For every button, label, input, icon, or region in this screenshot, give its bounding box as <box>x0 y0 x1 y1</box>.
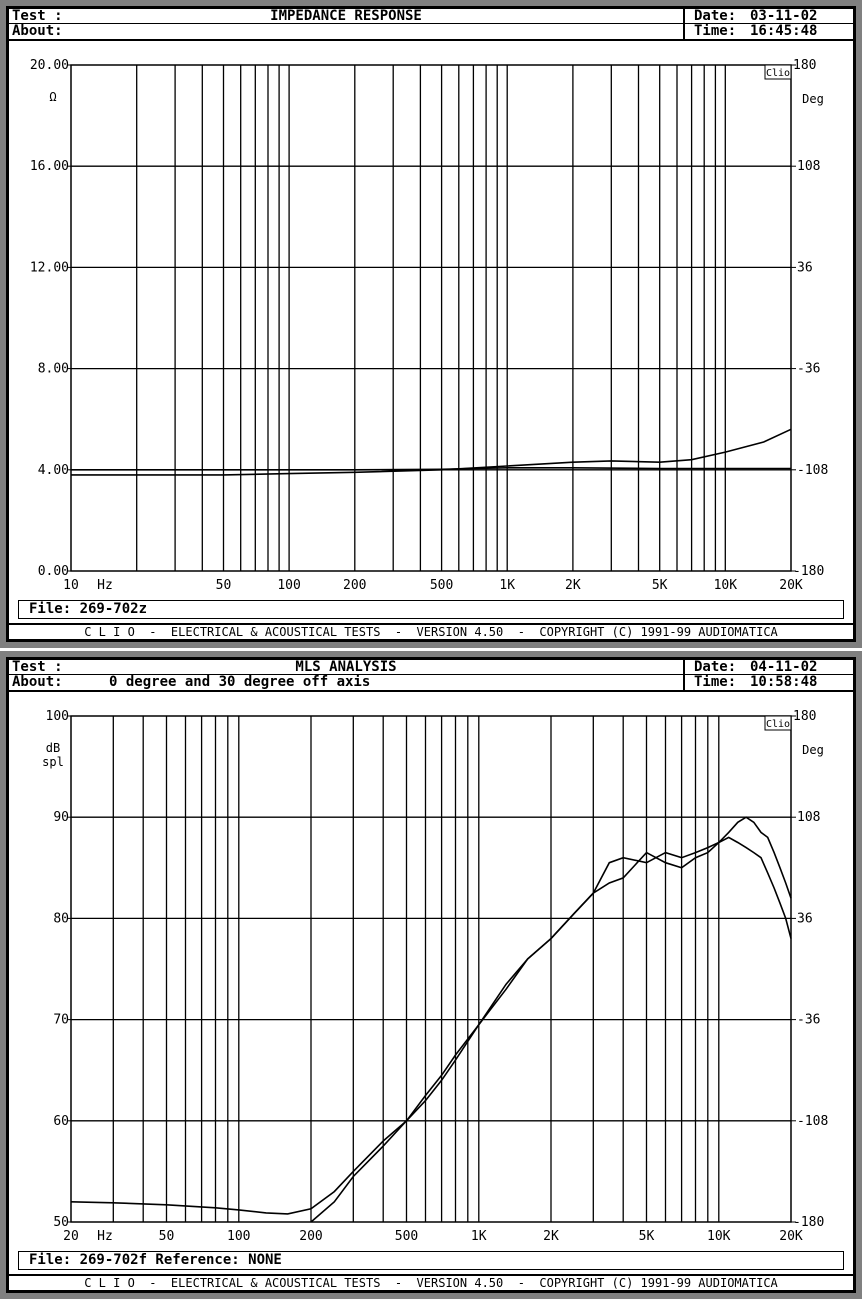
y-axis-label: dB <box>46 741 60 755</box>
x-tick-label: 2K <box>565 578 581 593</box>
y-tick-label: 80 <box>53 911 69 926</box>
mls-frame: Test : MLS ANALYSIS About: 0 degree and … <box>6 657 856 1293</box>
x-tick-label: 500 <box>430 578 453 593</box>
x-tick-label: 5K <box>652 578 668 593</box>
x-unit-label: Hz <box>97 1229 113 1244</box>
brand-label: Clio <box>766 719 790 730</box>
x-tick-label: 20K <box>779 578 803 593</box>
impedance-panel: Test : IMPEDANCE RESPONSE About: Date: 0… <box>0 0 862 648</box>
x-tick-label: 50 <box>216 578 232 593</box>
x-tick-label: 10K <box>714 578 738 593</box>
y-tick-label: 90 <box>53 810 69 825</box>
mls-panel: Test : MLS ANALYSIS About: 0 degree and … <box>0 651 862 1299</box>
about-label: About: <box>12 674 63 690</box>
y2-tick-label: 108 <box>797 159 820 174</box>
brand-box <box>764 715 792 731</box>
y2-tick-label: 108 <box>797 810 820 825</box>
date-value: 04-11-02 <box>750 659 818 675</box>
series-line-1 <box>70 816 792 1215</box>
y-tick-label: 70 <box>53 1013 69 1028</box>
file-name: File: 269-702z <box>18 600 844 619</box>
y-axis-label-2: spl <box>42 755 64 769</box>
y2-tick-label: 36 <box>797 911 813 926</box>
y2-tick-label: 180 <box>793 58 816 73</box>
plot-border <box>70 64 792 572</box>
test-title: IMPEDANCE RESPONSE <box>270 8 422 24</box>
y2-tick-label: -180 <box>793 1215 824 1230</box>
date-value: 03-11-02 <box>750 8 818 24</box>
y-tick-label: 60 <box>53 1114 69 1129</box>
y-axis-label: Ω <box>49 90 56 104</box>
series-line-2 <box>71 467 791 471</box>
file-name: File: 269-702f Reference: NONE <box>18 1251 844 1270</box>
about-text: 0 degree and 30 degree off axis <box>109 674 371 690</box>
test-label: Test : <box>12 659 63 675</box>
y-tick-label: 100 <box>46 709 69 724</box>
date-label: Date: <box>694 8 737 24</box>
y-tick-label: 4.00 <box>38 463 69 478</box>
brand-box <box>764 64 792 80</box>
y2-tick-label: -180 <box>793 564 824 579</box>
x-tick-label: 10 <box>63 578 79 593</box>
grid-lines <box>71 65 791 571</box>
about-label: About: <box>12 23 63 39</box>
x-tick-label: 5K <box>639 1229 655 1244</box>
time-value: 16:45:48 <box>750 23 818 39</box>
x-tick-label: 200 <box>343 578 366 593</box>
y-tick-label: 16.00 <box>30 159 69 174</box>
y-tick-label: 12.00 <box>30 260 69 275</box>
y2-tick-label: -108 <box>797 463 828 478</box>
y-tick-label: 8.00 <box>38 362 69 377</box>
y2-tick-label: -108 <box>797 1114 828 1129</box>
test-label: Test : <box>12 8 63 24</box>
footer-copyright: C L I O - ELECTRICAL & ACOUSTICAL TESTS … <box>9 623 853 639</box>
date-label: Date: <box>694 659 737 675</box>
y-tick-label: 0.00 <box>38 564 69 579</box>
footer-copyright: C L I O - ELECTRICAL & ACOUSTICAL TESTS … <box>9 1274 853 1290</box>
test-title: MLS ANALYSIS <box>295 659 397 675</box>
time-value: 10:58:48 <box>750 674 818 690</box>
mls-header: Test : MLS ANALYSIS About: 0 degree and … <box>9 660 853 692</box>
series-line-1 <box>71 428 792 476</box>
y2-axis-label: Deg <box>802 92 824 106</box>
time-label: Time: <box>694 23 737 39</box>
y-tick-label: 20.00 <box>30 58 69 73</box>
brand-label: Clio <box>766 68 790 79</box>
impedance-header: Test : IMPEDANCE RESPONSE About: Date: 0… <box>9 9 853 41</box>
y2-tick-label: 180 <box>793 709 816 724</box>
x-tick-label: 1K <box>471 1229 487 1244</box>
x-tick-label: 100 <box>277 578 300 593</box>
x-tick-label: 200 <box>299 1229 322 1244</box>
x-tick-label: 100 <box>227 1229 250 1244</box>
y2-tick-label: 36 <box>797 260 813 275</box>
x-tick-label: 20K <box>779 1229 803 1244</box>
y2-tick-label: -36 <box>797 1013 820 1028</box>
x-tick-label: 20 <box>63 1229 79 1244</box>
y2-axis-label: Deg <box>802 743 824 757</box>
series-line-2 <box>310 836 792 1223</box>
x-tick-label: 1K <box>499 578 515 593</box>
y2-tick-label: -36 <box>797 362 820 377</box>
x-unit-label: Hz <box>97 578 113 593</box>
x-tick-label: 500 <box>395 1229 418 1244</box>
time-label: Time: <box>694 674 737 690</box>
y-tick-label: 50 <box>53 1215 69 1230</box>
x-tick-label: 10K <box>707 1229 731 1244</box>
impedance-chart: 0.00 4.00 8.00 12.00 16.00 20.00 -180 -108 -36 36… <box>30 58 828 593</box>
x-tick-label: 2K <box>543 1229 559 1244</box>
grid-lines <box>71 716 791 1222</box>
plot-border <box>70 715 792 1223</box>
impedance-frame: Test : IMPEDANCE RESPONSE About: Date: 0… <box>6 6 856 642</box>
x-tick-label: 50 <box>159 1229 175 1244</box>
